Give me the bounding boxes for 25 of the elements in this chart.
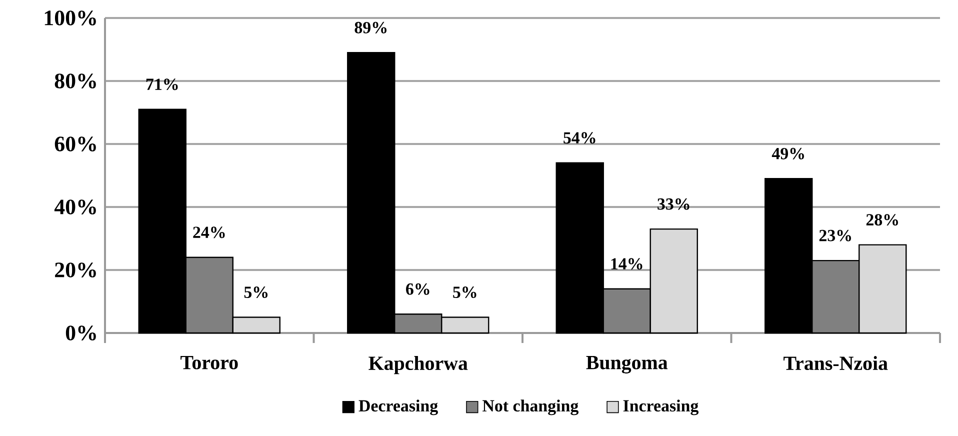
legend-label: Increasing [623,400,699,416]
legend-label: Not changing [482,400,579,416]
y-tick-label: 20% [55,262,96,278]
data-label: 14% [611,258,642,270]
data-label: 5% [453,286,476,298]
y-tick-label: 0% [66,326,96,340]
data-label: 5% [244,286,268,298]
legend-label: Decreasing [358,400,438,416]
x-tick-label: Kapchorwa [368,356,468,374]
y-tick-label: 60% [54,136,96,152]
y-tick-label: 100% [44,10,96,26]
data-label: 89% [354,22,386,34]
data-label: 24% [193,226,225,238]
y-tick-label: 40% [54,200,96,214]
x-tick-label: Tororo [180,356,238,370]
y-tick-label: 80% [54,74,96,88]
data-label: 6% [406,283,430,295]
data-label: 28% [866,214,898,226]
data-label: 71% [146,78,178,90]
data-label: 49% [772,148,804,160]
data-label: 54% [564,132,596,144]
x-tick-label: Trans-Nzoia [784,356,888,370]
data-label: 33% [658,198,690,210]
data-label: 23% [819,230,851,242]
x-tick-label: Bungoma [586,356,668,374]
